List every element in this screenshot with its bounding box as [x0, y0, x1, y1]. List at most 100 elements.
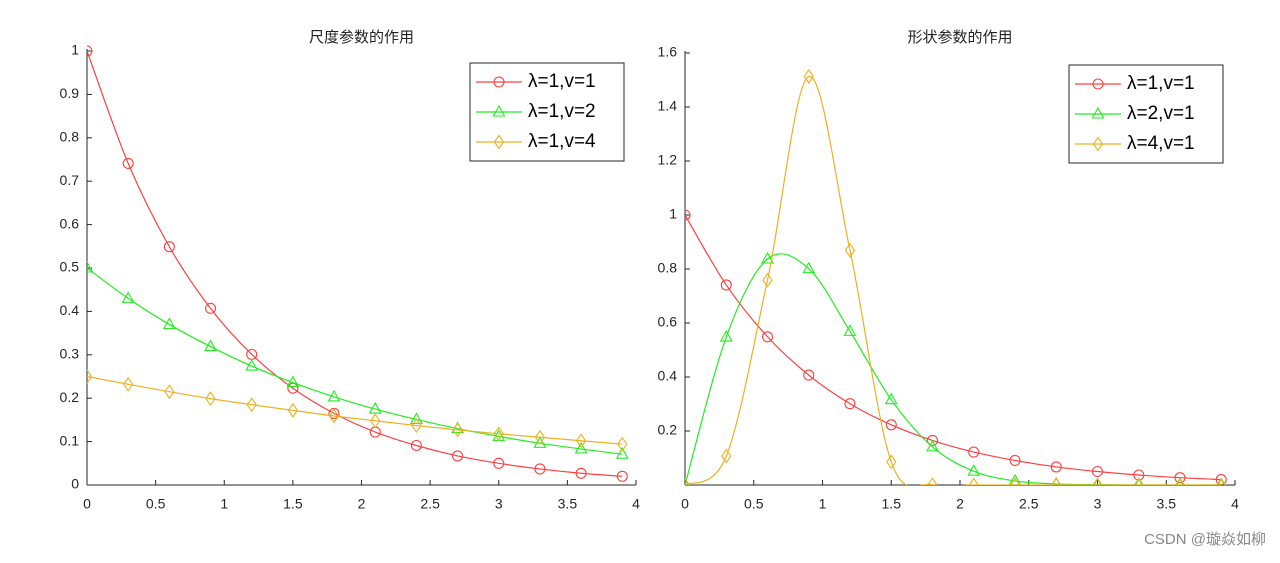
- x-tick-label: 1: [819, 496, 827, 512]
- marker: [967, 464, 981, 476]
- y-tick-label: 0.5: [60, 259, 80, 275]
- marker: [286, 375, 300, 388]
- marker: [575, 467, 587, 479]
- x-tick-label: 3.5: [1157, 496, 1177, 512]
- marker: [1091, 465, 1104, 478]
- marker: [1217, 477, 1226, 485]
- marker: [803, 369, 815, 381]
- legend-label: λ=1,v=1: [1127, 73, 1195, 94]
- y-tick-label: 0.8: [60, 129, 80, 145]
- marker: [885, 419, 897, 431]
- y-tick-label: 0.4: [658, 368, 678, 384]
- legend-label: λ=1,v=1: [528, 71, 596, 92]
- legend-label: λ=1,v=2: [528, 101, 596, 122]
- y-tick-label: 0.6: [60, 215, 80, 231]
- legend-label: λ=1,v=4: [528, 131, 596, 152]
- marker: [493, 76, 505, 88]
- x-tick-label: 3: [1094, 496, 1102, 512]
- marker: [1092, 78, 1104, 90]
- y-tick-label: 1.6: [658, 44, 678, 60]
- marker: [685, 209, 691, 221]
- y-tick-label: 0.2: [60, 389, 80, 405]
- marker: [844, 242, 856, 258]
- marker: [616, 470, 628, 482]
- x-tick-label: 2: [956, 496, 964, 512]
- y-tick-label: 0.7: [60, 172, 80, 188]
- marker: [163, 241, 175, 253]
- marker: [87, 45, 93, 57]
- marker: [1093, 477, 1102, 485]
- marker: [1174, 472, 1186, 484]
- marker: [246, 397, 257, 413]
- y-tick-label: 0.8: [658, 260, 678, 276]
- marker: [492, 104, 506, 117]
- x-tick-label: 2: [358, 496, 366, 512]
- marker: [761, 331, 774, 343]
- marker: [1050, 461, 1062, 473]
- marker: [123, 376, 134, 392]
- marker: [1091, 106, 1105, 119]
- marker: [617, 436, 628, 452]
- marker: [886, 454, 897, 470]
- series-line: [685, 214, 1222, 481]
- marker: [87, 369, 93, 384]
- x-tick-label: 1: [220, 496, 228, 512]
- marker: [575, 433, 587, 449]
- marker: [968, 446, 980, 458]
- y-tick-label: 1: [669, 206, 677, 222]
- marker: [843, 324, 857, 336]
- marker: [1009, 454, 1021, 466]
- marker: [720, 279, 732, 291]
- marker: [968, 477, 979, 485]
- marker: [327, 389, 341, 402]
- y-tick-label: 1.2: [658, 152, 678, 168]
- marker: [803, 69, 814, 84]
- marker: [452, 450, 464, 462]
- marker: [719, 329, 733, 342]
- chart-title: 形状参数的作用: [907, 29, 1012, 46]
- marker: [328, 407, 340, 419]
- marker: [762, 272, 773, 288]
- legend-label: λ=4,v=1: [1127, 133, 1195, 154]
- marker: [685, 477, 691, 485]
- x-tick-label: 4: [1231, 496, 1239, 512]
- series-line: [685, 75, 1222, 485]
- marker: [926, 439, 939, 452]
- y-tick-label: 0.4: [60, 302, 80, 318]
- marker: [328, 408, 340, 424]
- x-tick-label: 1.5: [283, 496, 303, 512]
- marker: [1009, 477, 1021, 485]
- marker: [493, 134, 505, 150]
- marker: [1133, 477, 1144, 485]
- marker: [87, 260, 94, 273]
- x-tick-label: 3.5: [558, 496, 578, 512]
- marker: [205, 391, 216, 407]
- y-tick-label: 0.1: [60, 432, 80, 448]
- marker: [1092, 136, 1104, 152]
- x-tick-label: 0: [681, 496, 689, 512]
- marker: [162, 317, 176, 329]
- marker: [926, 434, 939, 447]
- marker: [1174, 477, 1186, 485]
- marker: [615, 447, 629, 459]
- marker: [1216, 477, 1227, 485]
- x-tick-label: 1.5: [882, 496, 902, 512]
- marker: [884, 392, 898, 405]
- marker: [409, 412, 423, 425]
- watermark: CSDN @璇焱如柳: [1144, 531, 1266, 548]
- marker: [245, 358, 259, 371]
- marker: [452, 422, 463, 438]
- series-line: [87, 267, 623, 455]
- marker: [574, 441, 588, 454]
- marker: [287, 402, 299, 418]
- marker: [204, 339, 217, 352]
- marker: [1134, 477, 1143, 485]
- marker: [534, 463, 546, 475]
- marker: [493, 457, 505, 469]
- marker: [844, 398, 856, 410]
- marker: [287, 382, 299, 394]
- marker: [121, 291, 135, 303]
- marker: [802, 261, 816, 274]
- marker: [164, 384, 175, 400]
- y-tick-label: 0.3: [60, 346, 80, 362]
